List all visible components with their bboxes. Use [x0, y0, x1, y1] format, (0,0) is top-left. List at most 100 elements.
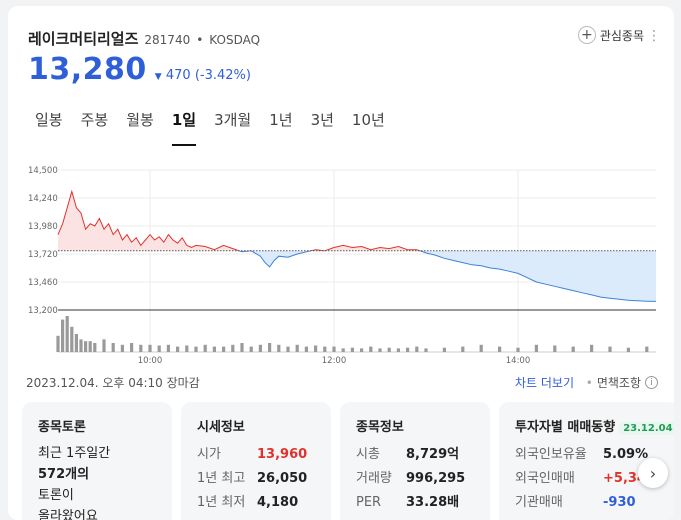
next-panels-button[interactable]: › [638, 458, 668, 488]
volume-bar [111, 343, 115, 352]
market-info-title: 시세정보 [197, 420, 245, 435]
favorite-label: 관심종목 [599, 28, 644, 43]
price-change: ▼ 470 (-3.42%) [155, 68, 251, 83]
market-row-open: 시가 13,960 [197, 443, 319, 467]
favorite-button[interactable]: + 관심종목 [577, 26, 644, 44]
stock-card: 레이크머티리얼즈 281740 • KOSDAQ + 관심종목 ⋮ 13,280… [8, 6, 674, 520]
change-percent: (-3.42%) [194, 68, 251, 83]
volume-bar [84, 341, 88, 352]
stock-name[interactable]: 레이크머티리얼즈 [28, 30, 139, 48]
volume-bar [590, 344, 594, 352]
row-key: 외국인보유율 [515, 447, 587, 462]
row-key: PER [356, 495, 382, 510]
info-icon: i [645, 376, 658, 389]
investor-row-institution-trade: 기관매매 -930 [515, 491, 667, 515]
investor-trend-panel[interactable]: 투자자별 매매동향 23.12.04 외국인보유율 5.09% 외국인매매 +5,… [499, 402, 674, 520]
row-key: 1년 최고 [197, 471, 246, 486]
y-tick-label: 13,200 [28, 306, 58, 316]
tab-daily[interactable]: 일봉 [35, 111, 63, 129]
row-value: 5.09% [603, 447, 649, 462]
y-tick-label: 13,460 [28, 278, 58, 288]
stock-row-per: PER 33.28배 [356, 491, 478, 515]
stock-row-marketcap: 시총 8,729억 [356, 443, 478, 467]
volume-bar [222, 346, 226, 352]
disclaimer-label: 면책조항 [596, 376, 641, 390]
volume-bar [378, 348, 382, 352]
volume-bar [461, 346, 465, 352]
more-vertical-icon[interactable]: ⋮ [647, 28, 661, 44]
volume-bar [74, 334, 78, 352]
investor-row-foreign-ratio: 외국인보유율 5.09% [515, 443, 667, 467]
volume-bar [249, 346, 253, 352]
plus-icon: + [577, 26, 596, 44]
last-updated: 2023.12.04. 오후 04:10 장마감 [26, 376, 200, 390]
volume-bar [166, 344, 170, 352]
volume-bar [194, 346, 198, 352]
market-label: KOSDAQ [209, 33, 261, 47]
volume-bar [387, 347, 391, 352]
volume-bar [212, 346, 216, 352]
tab-monthly[interactable]: 월봉 [126, 111, 154, 129]
discussion-title: 종목토론 [38, 420, 86, 435]
row-value: -930 [603, 495, 636, 510]
stock-info-title: 종목정보 [356, 420, 404, 435]
volume-bar [258, 344, 262, 352]
discussion-line-3: 토론이 [38, 488, 74, 503]
volume-bar [396, 348, 400, 352]
volume-bar [498, 346, 502, 352]
tab-1day[interactable]: 1일 [163, 110, 205, 146]
tab-1year[interactable]: 1년 [269, 111, 293, 129]
price-line-down [237, 250, 657, 302]
volume-bar [102, 339, 106, 352]
volume-bar [645, 346, 649, 352]
row-value: 26,050 [257, 471, 308, 486]
tab-10year[interactable]: 10년 [351, 111, 385, 129]
x-tick-label: 14:00 [506, 356, 531, 366]
row-key: 거래량 [356, 471, 392, 486]
volume-bar [516, 347, 520, 352]
volume-bar [93, 343, 97, 352]
volume-bar [350, 347, 354, 352]
investor-trend-title: 투자자별 매매동향 23.12.04 [515, 416, 674, 435]
down-arrow-icon: ▼ [154, 72, 162, 82]
volume-bar [360, 348, 364, 352]
change-amount: 470 [165, 68, 191, 83]
disclaimer[interactable]: • 면책조항 i [586, 374, 658, 391]
market-row-year-low: 1년 최저 4,180 [197, 491, 319, 515]
tab-3month[interactable]: 3개월 [214, 111, 252, 129]
volume-bar [88, 341, 92, 352]
volume-bar [553, 345, 557, 352]
volume-bar [185, 345, 189, 352]
volume-bar [295, 344, 299, 352]
more-chart-link[interactable]: 차트 더보기 [514, 376, 574, 390]
volume-bar [442, 347, 446, 352]
volume-bar [314, 345, 318, 352]
y-tick-label: 13,980 [28, 222, 58, 232]
row-key: 1년 최저 [197, 495, 246, 510]
volume-bar [240, 343, 244, 352]
volume-bar [157, 345, 161, 352]
current-price: 13,280 [28, 52, 147, 87]
market-info-panel[interactable]: 시세정보 시가 13,960 1년 최고 26,050 1년 최저 4,180 [181, 402, 331, 520]
volume-bar [61, 319, 65, 352]
tab-weekly[interactable]: 주봉 [80, 111, 109, 129]
volume-bar [176, 346, 180, 352]
volume-bar [277, 344, 281, 352]
volume-bar [130, 343, 134, 352]
volume-bar [424, 348, 428, 352]
disclaimer-sep: • [585, 375, 593, 390]
stock-info-panel[interactable]: 종목정보 시총 8,729억 거래량 996,295 PER 33.28배 [340, 402, 490, 520]
stock-row-volume: 거래량 996,295 [356, 467, 478, 491]
volume-bar [79, 339, 83, 352]
volume-bar [139, 344, 143, 352]
discussion-line-1: 최근 1주일간 [38, 446, 111, 461]
price-area-up [58, 191, 656, 251]
volume-bar [56, 335, 60, 352]
discussion-panel[interactable]: 종목토론 최근 1주일간 572개의 토론이 올라왔어요 [22, 402, 172, 520]
intraday-price-chart[interactable]: 14,500 14,240 13,980 13,720 13,460 13,200 10:0… [8, 156, 674, 366]
investor-title-text: 투자자별 매매동향 [515, 420, 616, 435]
volume-bar [70, 326, 74, 352]
tab-3year[interactable]: 3년 [310, 111, 334, 129]
row-key: 시총 [356, 447, 380, 462]
volume-bar [286, 346, 290, 352]
